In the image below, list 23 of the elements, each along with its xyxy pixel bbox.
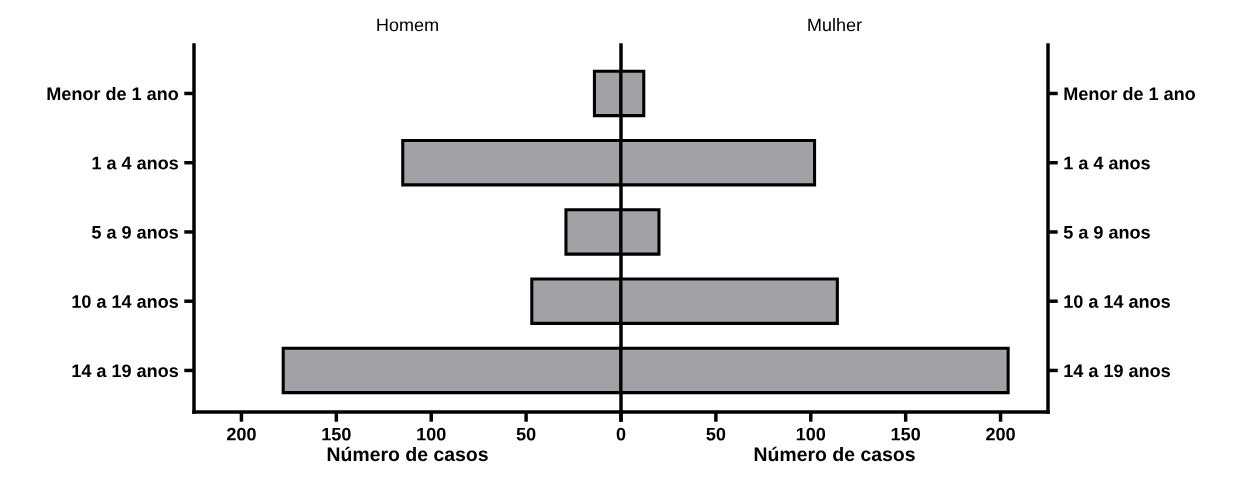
chart-title: Mulher bbox=[808, 18, 862, 32]
x-tick-label: 200 bbox=[986, 427, 1015, 441]
y-tick-label: 14 a 19 anos bbox=[1064, 364, 1170, 378]
x-axis-title: Número de casos bbox=[754, 446, 915, 462]
y-tick-label: 1 a 4 anos bbox=[92, 156, 178, 170]
chart-title: Homem bbox=[377, 18, 438, 32]
y-tick-label: Menor de 1 ano bbox=[1064, 86, 1195, 101]
y-tick-label: 1 a 4 anos bbox=[1064, 156, 1150, 170]
x-tick-label: 200 bbox=[227, 427, 256, 441]
y-tick-label: 14 a 19 anos bbox=[72, 364, 178, 378]
x-tick-label: 50 bbox=[706, 427, 726, 441]
x-tick-label: 100 bbox=[796, 427, 826, 441]
y-tick-label: Menor de 1 ano bbox=[47, 86, 179, 101]
x-tick-label: 100 bbox=[417, 427, 446, 441]
x-tick-label: 150 bbox=[891, 427, 920, 441]
x-axis-title: Número de casos bbox=[327, 446, 488, 462]
y-tick-label: 5 a 9 anos bbox=[91, 225, 178, 239]
y-tick-label: 5 a 9 anos bbox=[1063, 225, 1150, 239]
x-tick-label: 0 bbox=[616, 427, 626, 441]
y-tick-label: 10 a 14 anos bbox=[1064, 295, 1170, 308]
x-tick-label: 150 bbox=[322, 427, 351, 441]
x-tick-label: 50 bbox=[516, 427, 536, 441]
y-tick-label: 10 a 14 anos bbox=[72, 295, 178, 308]
